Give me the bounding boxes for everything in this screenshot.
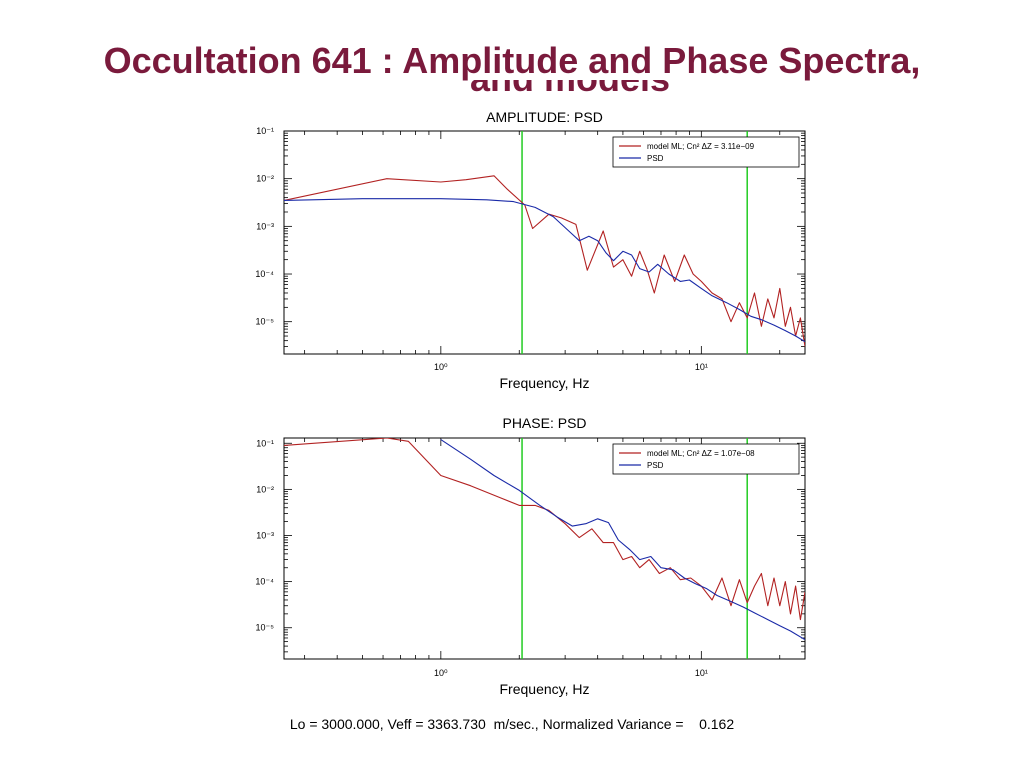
y-tick-label: 10⁻³ <box>256 221 274 231</box>
plot-area <box>284 438 805 659</box>
chart-panel-1: AMPLITUDE: PSD 10⁰ 10¹ 10⁻¹ 10⁻² 10⁻³ 10⁻⁴ 10⁻⁵… <box>255 109 806 391</box>
plot-frame <box>283 437 806 660</box>
y-tick-label: 10⁻¹ <box>256 126 274 136</box>
plot-frame <box>283 130 806 355</box>
series-model-line <box>284 175 805 347</box>
y-tick-label: 10⁻⁴ <box>255 269 274 279</box>
legend-label-psd: PSD <box>647 461 664 470</box>
series-psd-line <box>440 439 805 641</box>
x-axis-label: Frequency, Hz <box>500 375 590 391</box>
x-tick-label: 10⁰ <box>434 668 448 678</box>
y-tick-label: 10⁻⁵ <box>256 317 275 327</box>
legend-label-model: model ML; Cn² ΔZ = 3.11e−09 <box>647 142 755 151</box>
series-model-line <box>284 438 805 621</box>
footer-parameters: Lo = 3000.000, Veff = 3363.730 m/sec., N… <box>289 716 735 732</box>
x-tick-label: 10⁰ <box>434 362 448 372</box>
legend-label-psd: PSD <box>647 154 664 163</box>
slide-title: Occultation 641 : Amplitude and Phase Sp… <box>103 40 921 81</box>
legend-label-model: model ML; Cn² ΔZ = 1.07e−08 <box>647 449 755 458</box>
y-tick-label: 10⁻² <box>256 484 274 494</box>
y-tick-label: 10⁻² <box>256 174 274 184</box>
legend-box <box>612 443 800 475</box>
chart-title: PHASE: PSD <box>502 415 586 431</box>
legend: model ML; Cn² ΔZ = 3.11e−09 PSD <box>612 136 800 168</box>
slide-title-continued-text: and models <box>470 80 670 98</box>
x-axis-label: Frequency, Hz <box>500 681 590 697</box>
y-tick-label: 10⁻¹ <box>256 438 274 448</box>
chart-panel-2: PHASE: PSD 10⁰ 10¹ 10⁻¹ 10⁻² 10⁻³ 10⁻⁴ 10⁻⁵ Freq… <box>255 415 806 697</box>
legend: model ML; Cn² ΔZ = 1.07e−08 PSD <box>612 443 800 475</box>
series-psd-line <box>284 198 805 343</box>
y-tick-label: 10⁻⁴ <box>255 577 274 587</box>
plot-area <box>284 131 805 354</box>
x-tick-label: 10¹ <box>695 362 708 372</box>
x-tick-label: 10¹ <box>695 668 708 678</box>
y-tick-label: 10⁻⁵ <box>256 623 275 633</box>
chart-title: AMPLITUDE: PSD <box>486 109 603 125</box>
y-tick-label: 10⁻³ <box>256 530 274 540</box>
legend-box <box>612 136 800 168</box>
slide-title-continued: and models <box>470 80 700 98</box>
